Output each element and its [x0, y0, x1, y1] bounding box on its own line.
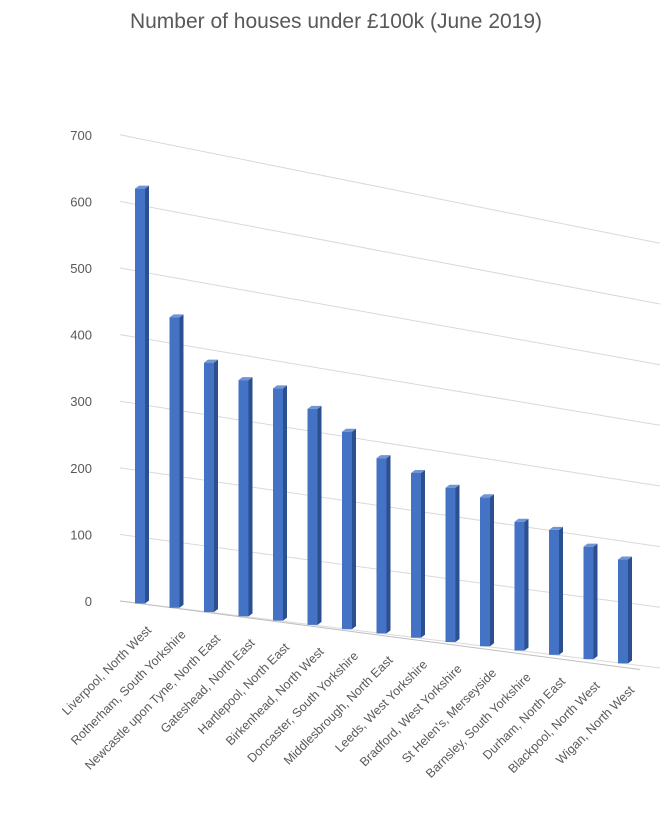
y-tick-label: 0	[85, 594, 92, 609]
bar-front	[273, 388, 283, 621]
bar-top	[169, 314, 184, 318]
bar-front	[549, 529, 559, 655]
bar-top	[376, 455, 391, 459]
bar	[514, 518, 529, 651]
chart-title: Number of houses under £100k (June 2019)	[129, 10, 543, 33]
bar	[445, 484, 460, 642]
bar	[273, 385, 287, 621]
bar-side	[628, 556, 632, 664]
bar-front	[376, 458, 387, 634]
bar-side	[352, 428, 356, 630]
gridline	[119, 600, 661, 669]
bar	[169, 314, 184, 608]
bar	[583, 543, 598, 660]
bar	[549, 526, 563, 655]
bar	[238, 377, 253, 617]
bar-top	[238, 377, 253, 381]
y-tick-label: 200	[70, 461, 92, 476]
bar	[480, 494, 494, 647]
gridline	[119, 334, 661, 426]
bar-front	[238, 380, 249, 617]
bar-front	[411, 473, 421, 638]
bar	[135, 185, 149, 604]
gridline	[119, 200, 661, 305]
bar	[411, 470, 425, 638]
y-tick-label: 300	[70, 394, 92, 409]
bar-side	[317, 405, 322, 625]
bar	[342, 428, 356, 630]
y-tick-label: 500	[70, 261, 92, 276]
bar-front	[204, 362, 214, 613]
bar-front	[135, 188, 145, 604]
bar-top	[618, 556, 632, 560]
bar-top	[204, 359, 218, 363]
bar-side	[455, 484, 460, 642]
y-tick-label: 400	[70, 328, 92, 343]
y-tick-label: 100	[70, 527, 92, 542]
bar-front	[514, 521, 525, 651]
bar	[618, 556, 632, 664]
bar-side	[490, 494, 494, 647]
bar-top	[445, 484, 460, 488]
bar-top	[342, 428, 356, 432]
bar-side	[248, 377, 253, 617]
bar-side	[559, 526, 563, 655]
bar-top	[549, 526, 563, 530]
bar-side	[386, 455, 391, 634]
bar-front	[445, 487, 456, 642]
bar-top	[480, 494, 494, 498]
bar-front	[618, 559, 628, 664]
bar-top	[273, 385, 287, 389]
bar-front	[583, 546, 594, 660]
bar-side	[421, 470, 425, 638]
bar-front	[169, 317, 180, 608]
bar-top	[135, 185, 149, 189]
bar-side	[283, 385, 287, 621]
bar-top	[583, 543, 598, 547]
bar-front	[307, 408, 318, 625]
bar-side	[179, 314, 184, 608]
y-tick-label: 600	[70, 194, 92, 209]
bar	[376, 455, 391, 634]
bar-front	[480, 497, 490, 647]
gridline	[119, 134, 661, 244]
floor-edge	[119, 600, 641, 670]
gridline	[119, 267, 661, 366]
bar-top	[411, 470, 425, 474]
bar	[307, 405, 322, 625]
bar-side	[593, 543, 598, 660]
y-tick-label: 700	[70, 128, 92, 143]
bar-top	[307, 405, 322, 409]
bar-side	[145, 185, 149, 604]
bar-front	[342, 431, 352, 630]
bar-top	[514, 518, 529, 522]
bar	[204, 359, 218, 613]
bar-side	[214, 359, 218, 613]
bar-side	[524, 518, 529, 651]
